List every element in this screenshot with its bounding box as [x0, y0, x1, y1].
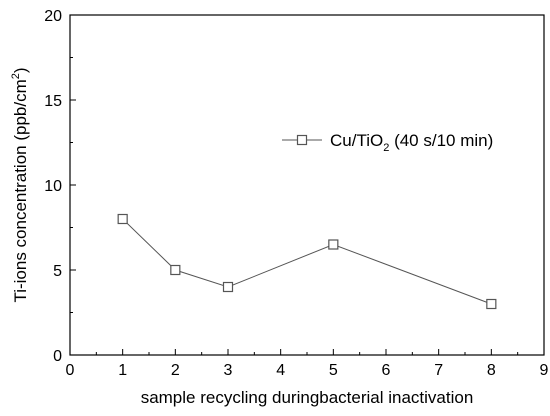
y-tick-label: 0 [53, 348, 62, 365]
x-tick-label: 5 [329, 362, 338, 379]
x-tick-label: 7 [434, 362, 443, 379]
data-point [486, 298, 497, 310]
ticks-layer: 0 1 2 3 4 5 6 7 8 9 0 5 10 15 20 [44, 8, 548, 379]
legend-series-subscript: 2 [383, 142, 389, 154]
series-layer [117, 213, 497, 310]
y-axis-title-main: Ti-ions concentration (ppb/cm [11, 79, 30, 302]
legend-marker [296, 134, 308, 146]
series-line [122, 218, 492, 305]
x-axis-title: sample recycling duringbacterial inactiv… [141, 388, 474, 407]
data-point [117, 213, 128, 225]
y-axis-title-superscript: 2 [10, 73, 22, 79]
y-tick-label: 20 [44, 8, 62, 25]
data-point [328, 239, 339, 250]
x-tick-label: 2 [171, 362, 180, 379]
legend: Cu/TiO2 (40 s/10 min) [282, 131, 493, 154]
data-point [170, 264, 181, 276]
x-tick-label: 9 [540, 362, 549, 379]
legend-series-name: Cu/TiO [330, 131, 383, 150]
y-tick-label: 5 [53, 263, 62, 280]
x-tick-label: 0 [66, 362, 75, 379]
y-axis-title-suffix: ) [11, 67, 30, 73]
data-point [222, 281, 234, 293]
x-tick-label: 3 [224, 362, 233, 379]
legend-series-suffix: (40 s/10 min) [389, 131, 493, 150]
plot-frame [69, 14, 545, 356]
y-axis-title: Ti-ions concentration (ppb/cm2) [10, 67, 30, 302]
x-tick-label: 6 [382, 362, 391, 379]
x-tick-label: 4 [276, 362, 285, 379]
x-tick-label: 1 [118, 362, 127, 379]
x-tick-label: 8 [487, 362, 496, 379]
y-tick-label: 10 [44, 178, 62, 195]
legend-label: Cu/TiO2 (40 s/10 min) [330, 131, 493, 154]
y-tick-label: 15 [44, 93, 62, 110]
